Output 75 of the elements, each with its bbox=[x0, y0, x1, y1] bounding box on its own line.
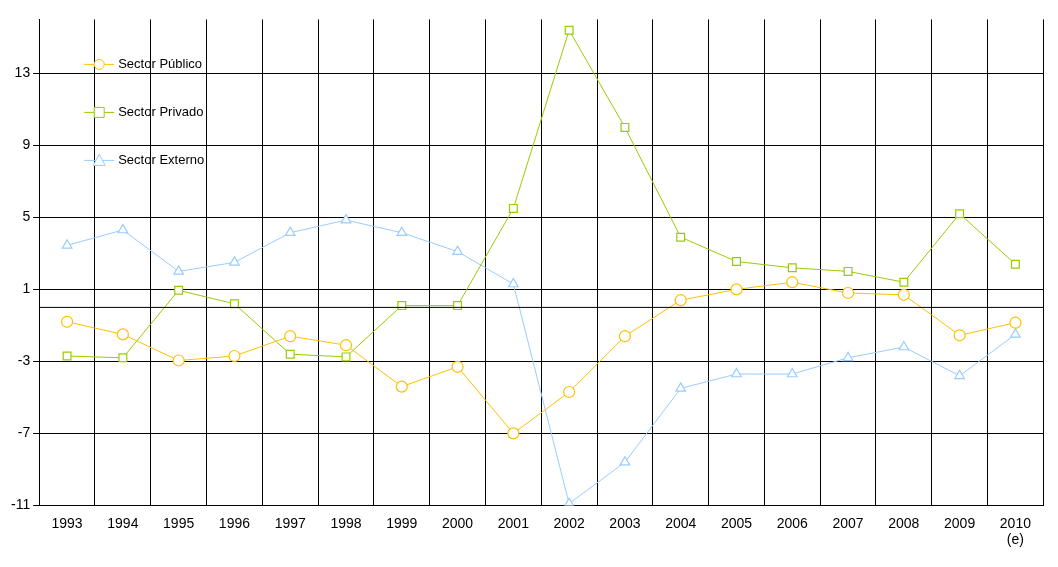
x-tick-label: 1999 bbox=[386, 514, 418, 531]
y-tick-label: 5 bbox=[22, 208, 31, 225]
point bbox=[341, 352, 351, 362]
x-tick-label: 2001 bbox=[497, 514, 530, 531]
point bbox=[285, 349, 295, 359]
point bbox=[173, 265, 185, 275]
x-tick-label: 2005 bbox=[720, 514, 753, 531]
y-tick-label: -11 bbox=[10, 496, 31, 513]
x-tick-label: 1993 bbox=[51, 514, 83, 531]
point bbox=[731, 367, 742, 378]
x-tick-label: 1998 bbox=[330, 514, 362, 531]
point bbox=[117, 223, 129, 234]
point bbox=[732, 257, 741, 266]
x-tick-label: 2000 bbox=[441, 514, 474, 531]
point bbox=[953, 329, 966, 342]
point bbox=[843, 266, 853, 276]
x-tick-label: 2003 bbox=[609, 514, 641, 531]
x-tick-label: 1997 bbox=[274, 514, 306, 531]
point bbox=[564, 25, 574, 35]
point bbox=[675, 382, 687, 392]
x-tick-label: 2002 bbox=[553, 514, 585, 531]
y-tick-label: 1 bbox=[22, 280, 31, 297]
point bbox=[451, 360, 464, 373]
x-tick-label: 2010 (e) bbox=[999, 514, 1032, 548]
point bbox=[172, 354, 185, 367]
point bbox=[620, 122, 630, 132]
point bbox=[60, 315, 74, 328]
point bbox=[508, 203, 518, 213]
point bbox=[116, 328, 129, 341]
point bbox=[507, 427, 520, 440]
y-tick-label: -3 bbox=[17, 352, 31, 369]
point bbox=[618, 330, 632, 343]
x-tick-label: 1996 bbox=[218, 514, 251, 531]
point bbox=[897, 288, 910, 301]
x-tick-label: 2004 bbox=[665, 514, 697, 531]
point bbox=[619, 456, 631, 466]
point bbox=[898, 340, 910, 351]
point bbox=[841, 286, 855, 300]
x-tick-label: 2009 bbox=[944, 514, 976, 531]
x-tick-label: 2008 bbox=[888, 514, 920, 531]
point bbox=[507, 277, 519, 288]
y-tick-label: -7 bbox=[17, 424, 31, 441]
y-tick-label: 9 bbox=[22, 136, 31, 153]
point bbox=[396, 226, 408, 237]
point bbox=[1009, 316, 1022, 329]
point bbox=[452, 245, 463, 255]
point bbox=[395, 380, 408, 393]
point bbox=[563, 385, 576, 399]
point bbox=[787, 263, 797, 273]
point bbox=[1010, 259, 1020, 269]
point bbox=[730, 283, 743, 296]
point bbox=[284, 226, 296, 237]
point bbox=[786, 276, 799, 289]
point bbox=[786, 367, 798, 378]
point bbox=[61, 239, 73, 249]
point bbox=[955, 209, 965, 219]
point bbox=[174, 285, 184, 295]
point bbox=[118, 353, 128, 363]
point bbox=[228, 349, 241, 363]
x-tick-label: 2006 bbox=[776, 514, 809, 531]
point bbox=[674, 294, 687, 307]
point bbox=[339, 339, 353, 352]
point bbox=[954, 369, 965, 380]
point bbox=[1010, 328, 1021, 338]
x-tick-label: 1994 bbox=[107, 514, 139, 531]
point bbox=[842, 351, 854, 362]
y-tick-label: 13 bbox=[14, 64, 31, 81]
point bbox=[284, 330, 297, 343]
point bbox=[676, 232, 686, 242]
x-tick-label: 2007 bbox=[832, 514, 864, 531]
point bbox=[340, 214, 352, 224]
x-tick-label: 1995 bbox=[163, 514, 195, 531]
point bbox=[62, 351, 72, 361]
point bbox=[899, 277, 909, 287]
point bbox=[229, 256, 240, 266]
